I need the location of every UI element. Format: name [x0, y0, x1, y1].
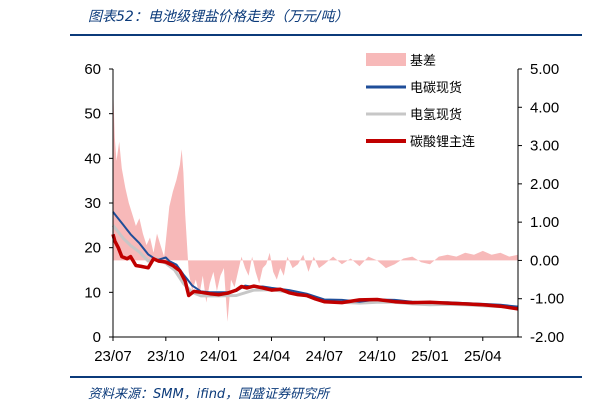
y-right-tick-label: -1.00: [530, 291, 564, 308]
x-tick-label: 24/04: [253, 348, 291, 365]
legend-label: 碳酸锂主连: [410, 134, 475, 150]
y-right-tick-label: 5.00: [530, 61, 559, 78]
tick-labels-layer: 0 10 20 30 40 50 60 -2.00 -1.00 0.00 1.00 2.00 3.00 4…: [84, 61, 564, 365]
y-right-tick-label: -2.00: [530, 329, 564, 346]
legend-swatch-basis: [366, 53, 406, 66]
y-left-tick-label: 40: [84, 150, 101, 167]
legend-label: 电氢现货: [410, 107, 462, 123]
x-tick-label: 25/01: [411, 348, 449, 365]
series-line-3: [111, 233, 519, 311]
y-left-tick-label: 50: [84, 106, 101, 123]
y-right-tick-label: 2.00: [530, 176, 559, 193]
y-right-tick-label: 0.00: [530, 252, 559, 269]
axes-layer: [109, 68, 522, 341]
x-tick-label: 23/10: [147, 348, 185, 365]
series-basis-area: [113, 84, 518, 322]
legend-label: 基差: [410, 54, 436, 69]
line-series-layer: [111, 211, 519, 311]
y-left-tick-label: 30: [84, 195, 101, 212]
y-left-tick-label: 10: [84, 284, 101, 301]
x-tick-label: 23/07: [94, 348, 132, 365]
header-rule: [70, 34, 582, 36]
y-left-tick-label: 0: [93, 329, 101, 346]
x-tick-label: 25/04: [464, 348, 502, 365]
series-line-1: [111, 224, 519, 310]
x-tick-label: 24/01: [200, 348, 238, 365]
y-right-tick-label: 3.00: [530, 138, 559, 155]
legend-label: 电碳现货: [410, 80, 462, 96]
footer-rule: [70, 376, 582, 378]
y-right-tick-label: 4.00: [530, 99, 559, 116]
y-left-tick-label: 20: [84, 240, 101, 257]
y-left-tick-label: 60: [84, 61, 101, 78]
y-right-tick-label: 1.00: [530, 214, 559, 231]
x-tick-label: 24/07: [306, 348, 344, 365]
source-note: 资料来源：SMM，ifind，国盛证券研究所: [88, 387, 330, 402]
chart-title: 图表52：电池级锂盐价格走势（万元/吨）: [88, 9, 349, 25]
x-tick-label: 24/10: [358, 348, 396, 365]
basis-area-layer: [113, 84, 518, 322]
